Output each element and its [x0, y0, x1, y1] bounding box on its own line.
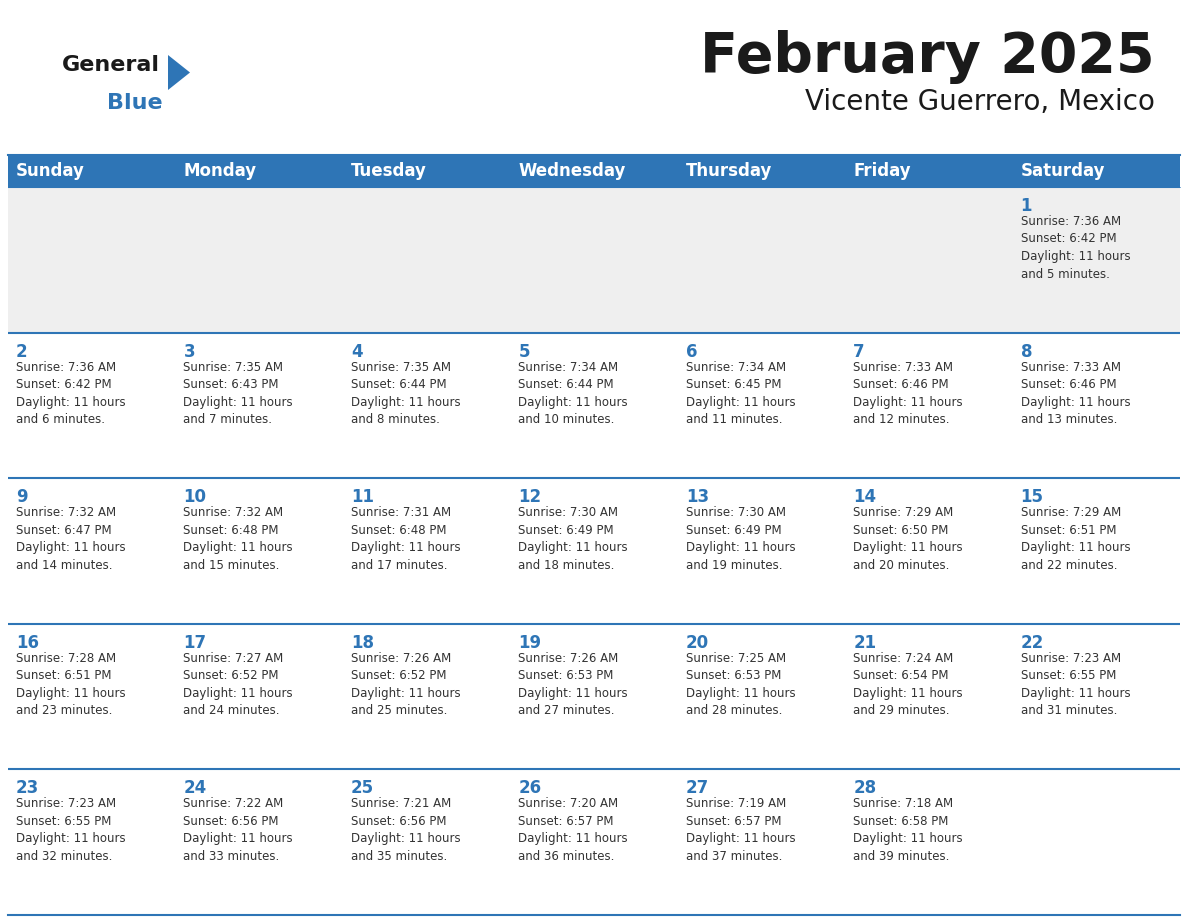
Text: 26: 26	[518, 779, 542, 798]
Text: Sunrise: 7:34 AM
Sunset: 6:44 PM
Daylight: 11 hours
and 10 minutes.: Sunrise: 7:34 AM Sunset: 6:44 PM Dayligh…	[518, 361, 628, 426]
Text: Sunrise: 7:24 AM
Sunset: 6:54 PM
Daylight: 11 hours
and 29 minutes.: Sunrise: 7:24 AM Sunset: 6:54 PM Dayligh…	[853, 652, 962, 717]
Text: 21: 21	[853, 633, 877, 652]
Text: Sunrise: 7:29 AM
Sunset: 6:50 PM
Daylight: 11 hours
and 20 minutes.: Sunrise: 7:29 AM Sunset: 6:50 PM Dayligh…	[853, 506, 962, 572]
Text: Sunrise: 7:30 AM
Sunset: 6:49 PM
Daylight: 11 hours
and 19 minutes.: Sunrise: 7:30 AM Sunset: 6:49 PM Dayligh…	[685, 506, 795, 572]
Text: Sunrise: 7:23 AM
Sunset: 6:55 PM
Daylight: 11 hours
and 31 minutes.: Sunrise: 7:23 AM Sunset: 6:55 PM Dayligh…	[1020, 652, 1130, 717]
Text: Sunrise: 7:20 AM
Sunset: 6:57 PM
Daylight: 11 hours
and 36 minutes.: Sunrise: 7:20 AM Sunset: 6:57 PM Dayligh…	[518, 798, 628, 863]
Bar	[8, 624, 1180, 769]
Text: Sunrise: 7:25 AM
Sunset: 6:53 PM
Daylight: 11 hours
and 28 minutes.: Sunrise: 7:25 AM Sunset: 6:53 PM Dayligh…	[685, 652, 795, 717]
Text: 23: 23	[15, 779, 39, 798]
Bar	[8, 769, 1180, 915]
Text: 14: 14	[853, 488, 877, 506]
Text: Sunrise: 7:32 AM
Sunset: 6:48 PM
Daylight: 11 hours
and 15 minutes.: Sunrise: 7:32 AM Sunset: 6:48 PM Dayligh…	[183, 506, 293, 572]
Text: 9: 9	[15, 488, 27, 506]
Bar	[8, 332, 1180, 478]
Text: Sunrise: 7:29 AM
Sunset: 6:51 PM
Daylight: 11 hours
and 22 minutes.: Sunrise: 7:29 AM Sunset: 6:51 PM Dayligh…	[1020, 506, 1130, 572]
Bar	[8, 187, 1180, 332]
Text: Sunrise: 7:26 AM
Sunset: 6:52 PM
Daylight: 11 hours
and 25 minutes.: Sunrise: 7:26 AM Sunset: 6:52 PM Dayligh…	[350, 652, 461, 717]
Text: Sunday: Sunday	[15, 162, 84, 180]
Text: 4: 4	[350, 342, 362, 361]
Text: 18: 18	[350, 633, 374, 652]
Text: Wednesday: Wednesday	[518, 162, 626, 180]
Text: Thursday: Thursday	[685, 162, 772, 180]
Text: 2: 2	[15, 342, 27, 361]
Text: Vicente Guerrero, Mexico: Vicente Guerrero, Mexico	[805, 88, 1155, 116]
Text: 3: 3	[183, 342, 195, 361]
Text: Sunrise: 7:28 AM
Sunset: 6:51 PM
Daylight: 11 hours
and 23 minutes.: Sunrise: 7:28 AM Sunset: 6:51 PM Dayligh…	[15, 652, 126, 717]
Text: Sunrise: 7:31 AM
Sunset: 6:48 PM
Daylight: 11 hours
and 17 minutes.: Sunrise: 7:31 AM Sunset: 6:48 PM Dayligh…	[350, 506, 461, 572]
Text: 5: 5	[518, 342, 530, 361]
Text: 8: 8	[1020, 342, 1032, 361]
Text: Sunrise: 7:19 AM
Sunset: 6:57 PM
Daylight: 11 hours
and 37 minutes.: Sunrise: 7:19 AM Sunset: 6:57 PM Dayligh…	[685, 798, 795, 863]
Text: Sunrise: 7:35 AM
Sunset: 6:44 PM
Daylight: 11 hours
and 8 minutes.: Sunrise: 7:35 AM Sunset: 6:44 PM Dayligh…	[350, 361, 461, 426]
Text: 13: 13	[685, 488, 709, 506]
Text: Tuesday: Tuesday	[350, 162, 426, 180]
Text: Sunrise: 7:36 AM
Sunset: 6:42 PM
Daylight: 11 hours
and 5 minutes.: Sunrise: 7:36 AM Sunset: 6:42 PM Dayligh…	[1020, 215, 1130, 281]
Text: 12: 12	[518, 488, 542, 506]
Text: Sunrise: 7:26 AM
Sunset: 6:53 PM
Daylight: 11 hours
and 27 minutes.: Sunrise: 7:26 AM Sunset: 6:53 PM Dayligh…	[518, 652, 628, 717]
Text: 16: 16	[15, 633, 39, 652]
Text: February 2025: February 2025	[701, 30, 1155, 84]
Text: Sunrise: 7:33 AM
Sunset: 6:46 PM
Daylight: 11 hours
and 13 minutes.: Sunrise: 7:33 AM Sunset: 6:46 PM Dayligh…	[1020, 361, 1130, 426]
Text: Monday: Monday	[183, 162, 257, 180]
Text: Sunrise: 7:34 AM
Sunset: 6:45 PM
Daylight: 11 hours
and 11 minutes.: Sunrise: 7:34 AM Sunset: 6:45 PM Dayligh…	[685, 361, 795, 426]
Text: 25: 25	[350, 779, 374, 798]
Text: Sunrise: 7:18 AM
Sunset: 6:58 PM
Daylight: 11 hours
and 39 minutes.: Sunrise: 7:18 AM Sunset: 6:58 PM Dayligh…	[853, 798, 962, 863]
Text: 17: 17	[183, 633, 207, 652]
Polygon shape	[168, 55, 190, 90]
Text: Blue: Blue	[107, 93, 163, 113]
Text: Sunrise: 7:32 AM
Sunset: 6:47 PM
Daylight: 11 hours
and 14 minutes.: Sunrise: 7:32 AM Sunset: 6:47 PM Dayligh…	[15, 506, 126, 572]
Text: 1: 1	[1020, 197, 1032, 215]
Text: 11: 11	[350, 488, 374, 506]
Text: 19: 19	[518, 633, 542, 652]
Text: 28: 28	[853, 779, 877, 798]
Text: Sunrise: 7:33 AM
Sunset: 6:46 PM
Daylight: 11 hours
and 12 minutes.: Sunrise: 7:33 AM Sunset: 6:46 PM Dayligh…	[853, 361, 962, 426]
Text: Sunrise: 7:36 AM
Sunset: 6:42 PM
Daylight: 11 hours
and 6 minutes.: Sunrise: 7:36 AM Sunset: 6:42 PM Dayligh…	[15, 361, 126, 426]
Text: Friday: Friday	[853, 162, 911, 180]
Text: Sunrise: 7:21 AM
Sunset: 6:56 PM
Daylight: 11 hours
and 35 minutes.: Sunrise: 7:21 AM Sunset: 6:56 PM Dayligh…	[350, 798, 461, 863]
Text: Sunrise: 7:27 AM
Sunset: 6:52 PM
Daylight: 11 hours
and 24 minutes.: Sunrise: 7:27 AM Sunset: 6:52 PM Dayligh…	[183, 652, 293, 717]
Text: Sunrise: 7:35 AM
Sunset: 6:43 PM
Daylight: 11 hours
and 7 minutes.: Sunrise: 7:35 AM Sunset: 6:43 PM Dayligh…	[183, 361, 293, 426]
Text: 22: 22	[1020, 633, 1044, 652]
Text: 24: 24	[183, 779, 207, 798]
Text: Sunrise: 7:30 AM
Sunset: 6:49 PM
Daylight: 11 hours
and 18 minutes.: Sunrise: 7:30 AM Sunset: 6:49 PM Dayligh…	[518, 506, 628, 572]
Bar	[8, 155, 1180, 187]
Text: 10: 10	[183, 488, 207, 506]
Text: Sunrise: 7:22 AM
Sunset: 6:56 PM
Daylight: 11 hours
and 33 minutes.: Sunrise: 7:22 AM Sunset: 6:56 PM Dayligh…	[183, 798, 293, 863]
Text: Sunrise: 7:23 AM
Sunset: 6:55 PM
Daylight: 11 hours
and 32 minutes.: Sunrise: 7:23 AM Sunset: 6:55 PM Dayligh…	[15, 798, 126, 863]
Text: 20: 20	[685, 633, 709, 652]
Text: 27: 27	[685, 779, 709, 798]
Text: 6: 6	[685, 342, 697, 361]
Text: General: General	[62, 55, 160, 75]
Text: Saturday: Saturday	[1020, 162, 1105, 180]
Text: 15: 15	[1020, 488, 1043, 506]
Bar	[8, 478, 1180, 624]
Text: 7: 7	[853, 342, 865, 361]
